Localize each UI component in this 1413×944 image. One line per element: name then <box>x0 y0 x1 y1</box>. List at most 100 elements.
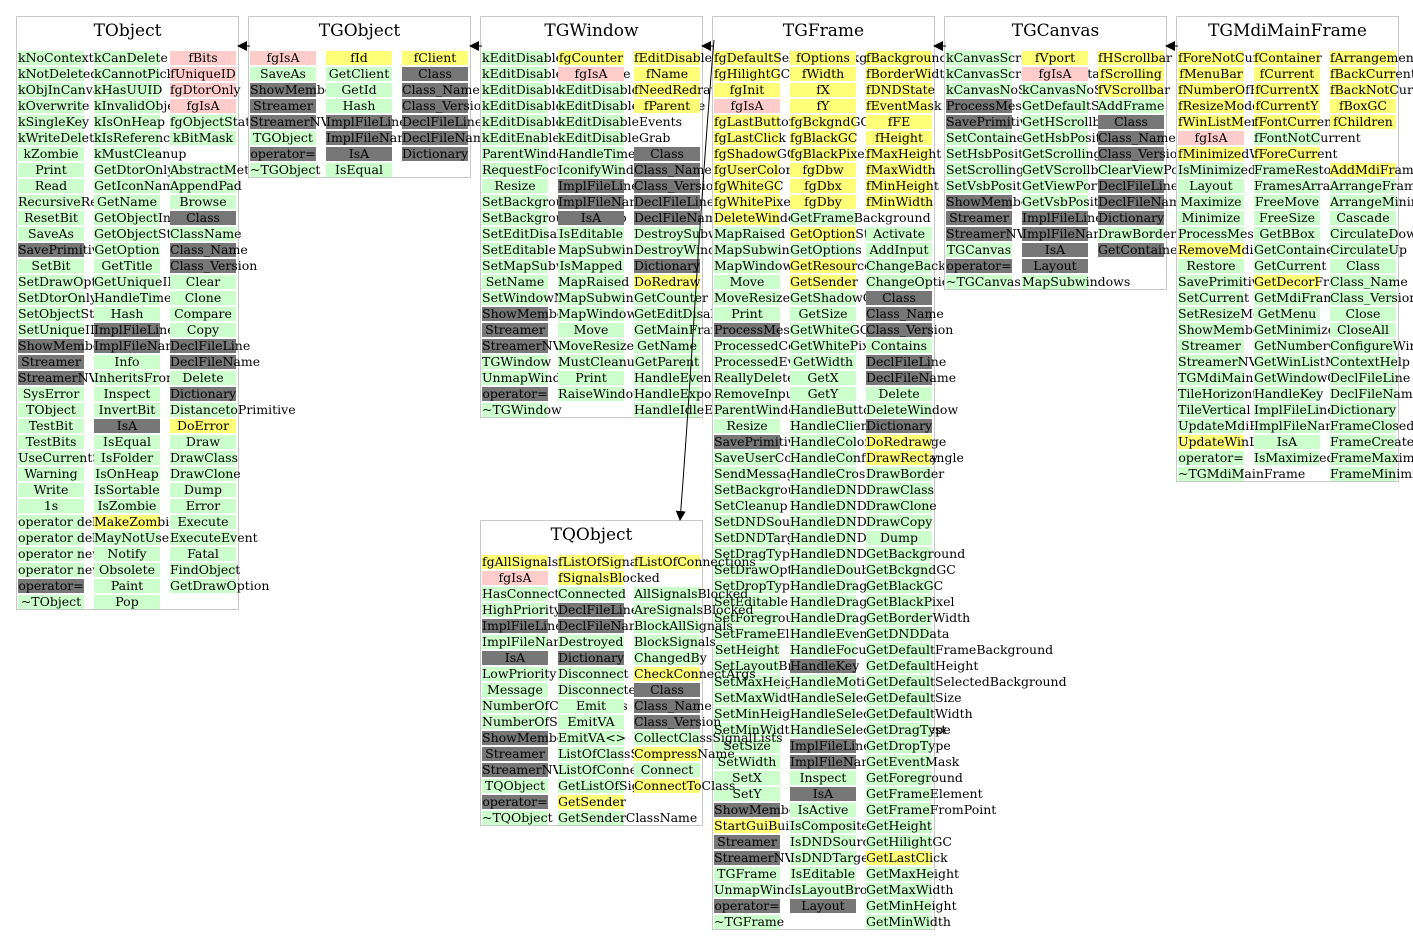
member-cell[interactable]: ImplFileLine <box>326 114 407 129</box>
member-cell[interactable]: BlockSignals <box>634 634 716 649</box>
member-cell[interactable]: ArrangeFrames <box>1330 178 1413 193</box>
member-cell[interactable]: fCurrentX <box>1254 82 1320 97</box>
member-cell[interactable]: Class_Name <box>1330 274 1408 289</box>
member-cell[interactable]: TestBit <box>18 419 84 433</box>
member-cell[interactable]: IsMinimized <box>1178 162 1257 177</box>
member-cell[interactable]: MoveResize <box>558 338 634 353</box>
member-cell[interactable]: FrameMaximized <box>1330 450 1413 465</box>
member-cell[interactable]: SetBit <box>18 259 84 273</box>
member-cell[interactable]: ImplFileLine <box>1254 402 1335 417</box>
member-cell[interactable]: SetUniqueID <box>18 322 100 337</box>
member-cell[interactable]: MapRaised <box>558 274 630 289</box>
member-cell[interactable]: Print <box>558 371 624 385</box>
member-cell[interactable]: IsEqual <box>326 163 392 177</box>
member-cell[interactable]: operator= <box>946 258 1012 273</box>
member-cell[interactable]: Dump <box>170 483 236 497</box>
member-cell[interactable]: Class_Version <box>402 98 490 113</box>
member-cell[interactable]: Dictionary <box>634 258 701 273</box>
member-cell[interactable]: IsEqual <box>94 435 160 449</box>
member-cell[interactable]: DeclFileLine <box>170 338 251 353</box>
member-cell[interactable]: DeclFileName <box>1330 386 1413 401</box>
member-cell[interactable]: fBackground <box>866 50 948 65</box>
member-cell[interactable]: GetName <box>634 339 700 353</box>
member-cell[interactable]: Activate <box>866 227 932 241</box>
member-cell[interactable]: GetSize <box>790 307 856 321</box>
member-cell[interactable]: FindObject <box>170 562 241 577</box>
member-cell[interactable]: DrawClass <box>170 450 238 465</box>
member-cell[interactable]: Print <box>18 163 84 177</box>
member-cell[interactable]: GetY <box>790 387 856 401</box>
member-cell[interactable]: Minimize <box>1178 211 1244 225</box>
member-cell[interactable]: fMinHeight <box>866 178 939 193</box>
member-cell[interactable]: IsActive <box>790 803 856 817</box>
member-cell[interactable]: kCanDelete <box>94 50 168 65</box>
member-cell[interactable]: FrameCreated <box>1330 434 1413 449</box>
member-cell[interactable]: Clone <box>170 291 236 305</box>
member-cell[interactable]: SetMaxWidth <box>714 690 800 705</box>
member-cell[interactable]: Streamer <box>250 99 316 113</box>
member-cell[interactable]: IsA <box>1022 243 1088 257</box>
member-cell[interactable]: fFontCurrent <box>1254 114 1338 129</box>
member-cell[interactable]: SetX <box>714 771 780 785</box>
member-cell[interactable]: Close <box>1330 307 1396 321</box>
member-cell[interactable]: SetWidth <box>714 755 780 769</box>
member-cell[interactable]: AddInput <box>866 243 932 257</box>
member-cell[interactable]: fgLastClick <box>714 130 786 145</box>
member-cell[interactable]: fgHilightGC <box>714 66 791 81</box>
member-cell[interactable]: Class_Name <box>634 698 712 713</box>
member-cell[interactable]: Clear <box>170 275 236 289</box>
member-cell[interactable]: Destroyed <box>558 634 624 649</box>
member-cell[interactable]: Layout <box>1178 179 1244 193</box>
member-cell[interactable]: GetCounter <box>634 290 708 305</box>
member-cell[interactable]: GetName <box>94 195 160 209</box>
member-cell[interactable]: Dictionary <box>170 386 237 401</box>
member-cell[interactable]: RemoveInput <box>714 386 799 401</box>
member-cell[interactable]: GetHilightGC <box>866 834 952 849</box>
member-cell[interactable]: Streamer <box>1178 339 1244 353</box>
member-cell[interactable]: Class_Version <box>634 178 722 193</box>
member-cell[interactable]: ~TQObject <box>482 810 553 825</box>
member-cell[interactable]: ArrangeMinimized <box>1330 194 1413 209</box>
member-cell[interactable]: fId <box>326 51 392 65</box>
member-cell[interactable]: GetId <box>326 83 392 97</box>
member-cell[interactable]: GetDropType <box>866 738 951 753</box>
member-cell[interactable]: kNotDeleted <box>18 66 99 81</box>
member-cell[interactable]: IsA <box>326 147 392 161</box>
member-cell[interactable]: fOptions <box>790 51 856 65</box>
member-cell[interactable]: Dictionary <box>1330 402 1397 417</box>
member-cell[interactable]: ImplFileLine <box>94 322 175 337</box>
member-cell[interactable]: DeclFileLine <box>1098 178 1179 193</box>
member-cell[interactable]: Read <box>18 179 84 193</box>
member-cell[interactable]: fgDbw <box>790 163 856 177</box>
member-cell[interactable]: HighPriority <box>482 602 561 617</box>
member-cell[interactable]: CirculateDown <box>1330 226 1413 241</box>
member-cell[interactable]: SetSize <box>714 739 780 753</box>
member-cell[interactable]: SetEditable <box>482 242 556 257</box>
member-cell[interactable]: Browse <box>170 195 236 209</box>
member-cell[interactable]: ~TGCanvas <box>946 274 1021 289</box>
member-cell[interactable]: Inspect <box>94 387 160 401</box>
member-cell[interactable]: DrawClass <box>866 482 934 497</box>
member-cell[interactable]: GetMenu <box>1254 307 1320 321</box>
member-cell[interactable]: fgObjectStat <box>170 114 251 129</box>
member-cell[interactable]: SetHeight <box>714 642 780 657</box>
member-cell[interactable]: fEventMask <box>866 98 942 113</box>
member-cell[interactable]: MustCleanup <box>558 354 643 369</box>
member-cell[interactable]: fgIsA <box>1178 131 1244 145</box>
member-cell[interactable]: GetParent <box>634 354 700 369</box>
member-cell[interactable]: TGWindow <box>482 354 552 369</box>
member-cell[interactable]: fgIsA <box>558 67 624 81</box>
member-cell[interactable]: Delete <box>866 387 932 401</box>
member-cell[interactable]: IsDNDTarget <box>790 850 874 865</box>
member-cell[interactable]: SetCleanup <box>714 498 788 513</box>
member-cell[interactable]: DrawBorder <box>866 466 945 481</box>
member-cell[interactable]: fgWhitePixel <box>714 194 795 209</box>
member-cell[interactable]: FrameClosed <box>1330 418 1413 433</box>
member-cell[interactable]: GetMaxWidth <box>866 882 954 897</box>
member-cell[interactable]: MayNotUse <box>94 530 170 545</box>
member-cell[interactable]: Class_Name <box>170 242 248 257</box>
member-cell[interactable]: Connect <box>634 763 700 777</box>
member-cell[interactable]: SetDropType <box>714 578 798 593</box>
member-cell[interactable]: GetSender <box>790 274 858 289</box>
member-cell[interactable]: CirculateUp <box>1330 242 1407 257</box>
